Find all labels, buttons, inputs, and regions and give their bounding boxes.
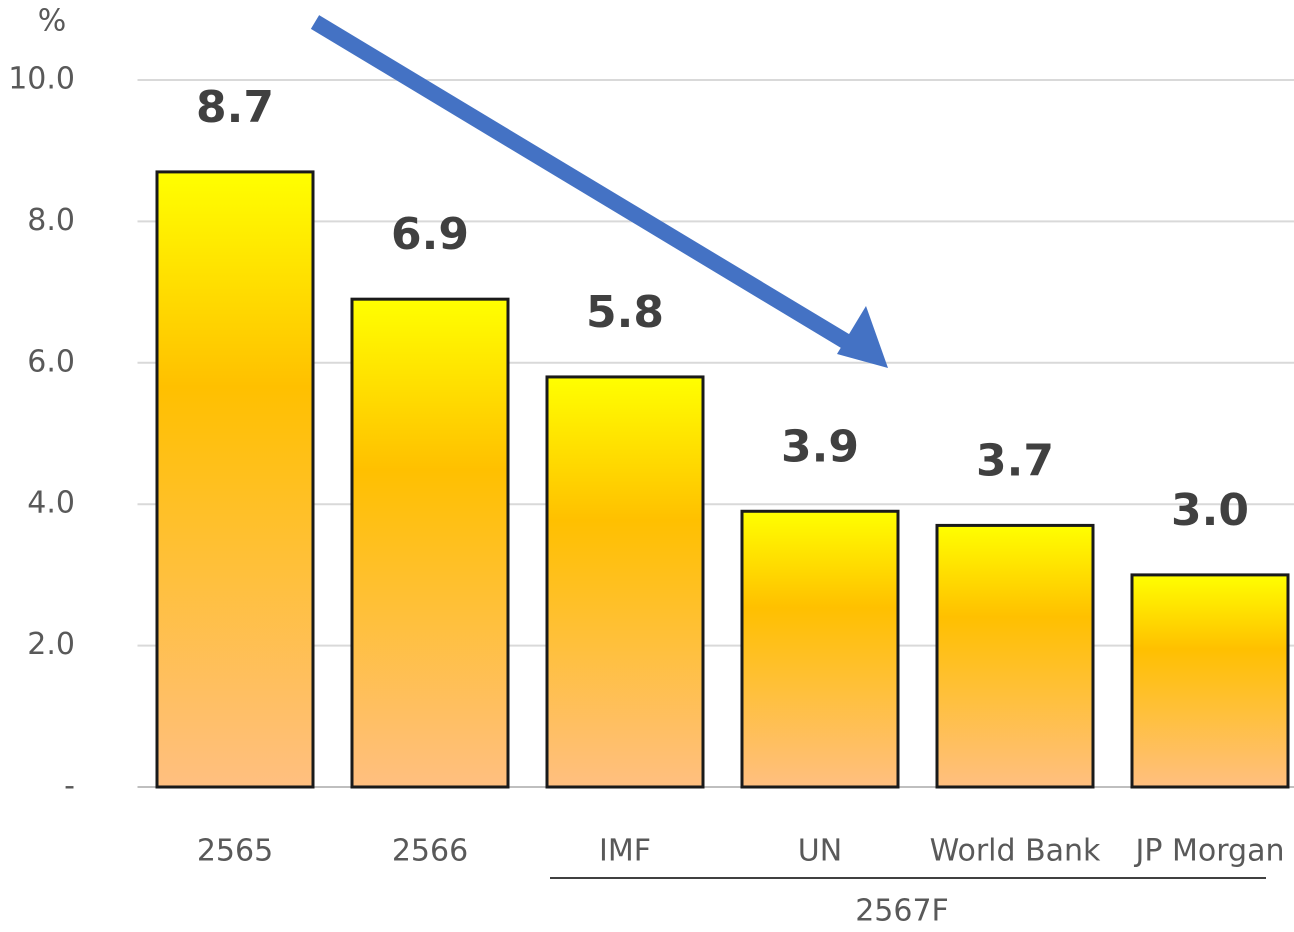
bar — [1130, 573, 1290, 789]
x-tick-label: IMF — [599, 834, 651, 869]
trend-arrow — [310, 15, 888, 368]
x-tick-label: UN — [798, 834, 842, 869]
bar — [545, 375, 705, 789]
bar — [935, 523, 1095, 789]
value-label: 8.7 — [196, 82, 274, 133]
y-tick-label: 6.0 — [27, 344, 75, 379]
y-tick-label: - — [64, 769, 75, 804]
y-tick-label: 2.0 — [27, 627, 75, 662]
x-tick-label: 2565 — [197, 834, 273, 869]
bar — [350, 297, 510, 789]
x-tick-label: 2566 — [392, 834, 468, 869]
bar — [740, 509, 900, 789]
value-label: 3.9 — [781, 421, 859, 472]
group-label: 2567F — [855, 894, 949, 929]
value-label: 6.9 — [391, 209, 469, 260]
bar — [155, 170, 315, 789]
y-axis-label: % — [38, 4, 67, 39]
grid: - 2.0 4.0 6.0 8.0 10.0 — [8, 62, 1294, 804]
y-tick-label: 4.0 — [27, 486, 75, 521]
bars: 2565 8.7 2566 6.9 IMF 5.8 UN 3.9 World Bank 3.7 JP… — [155, 82, 1290, 869]
x-tick-label: World Bank — [930, 834, 1101, 869]
y-tick-label: 10.0 — [8, 62, 75, 97]
value-label: 5.8 — [586, 287, 664, 338]
value-label: 3.7 — [976, 435, 1054, 486]
x-tick-label: JP Morgan — [1134, 834, 1285, 869]
value-label: 3.0 — [1171, 485, 1249, 536]
y-tick-label: 8.0 — [27, 203, 75, 238]
